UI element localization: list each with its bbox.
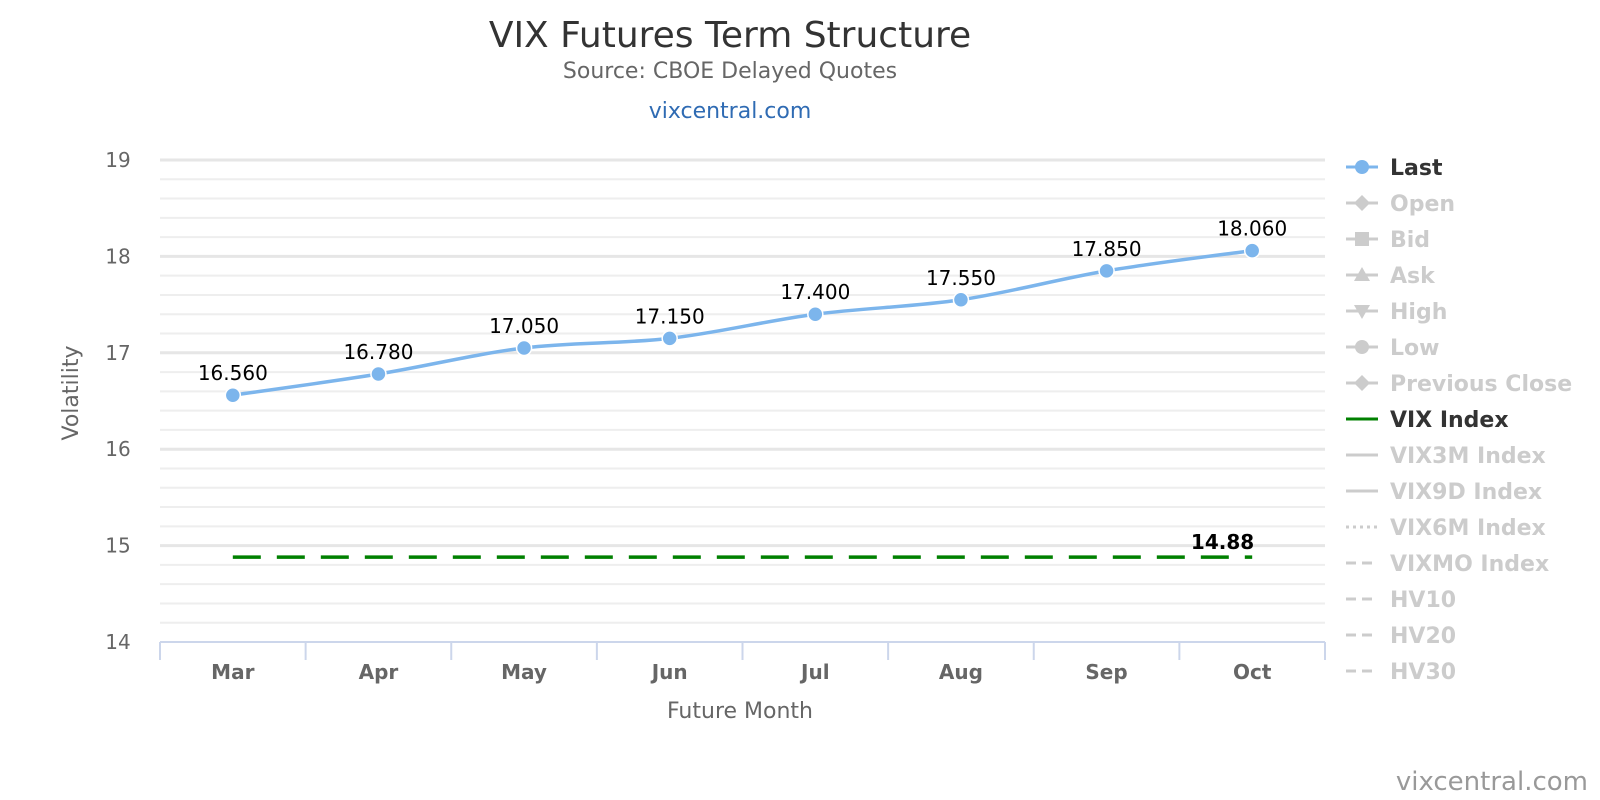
legend-label: HV30 <box>1390 660 1456 685</box>
grid-lines <box>160 158 1325 624</box>
vixcentral-link[interactable]: vixcentral.com <box>649 99 812 124</box>
x-tick-label: Jul <box>799 660 830 684</box>
legend-label: HV20 <box>1390 624 1456 649</box>
legend-label: Open <box>1390 192 1455 217</box>
legend-label: VIX3M Index <box>1390 444 1546 469</box>
last-point[interactable] <box>807 305 824 323</box>
legend-label: VIX9D Index <box>1390 480 1542 505</box>
x-tick-label: Jun <box>650 660 688 684</box>
last-data-label: 16.780 <box>343 340 413 364</box>
legend-diamond-icon <box>1354 375 1370 391</box>
legend-circle-icon <box>1355 160 1369 174</box>
legend-item-bid[interactable]: Bid <box>1346 228 1430 253</box>
legend-label: HV10 <box>1390 588 1456 613</box>
y-tick-label: 19 <box>105 148 130 172</box>
legend-label: VIXMO Index <box>1390 552 1549 577</box>
last-data-label: 17.050 <box>489 314 559 338</box>
legend-item-vix9d-index[interactable]: VIX9D Index <box>1346 480 1542 505</box>
legend-label: Low <box>1390 336 1439 361</box>
last-point[interactable] <box>1098 262 1115 280</box>
legend-label: High <box>1390 300 1447 325</box>
legend-label: Ask <box>1390 264 1436 289</box>
legend-triangle-down-icon <box>1354 305 1370 319</box>
legend-item-low[interactable]: Low <box>1346 336 1439 361</box>
x-axis: Mar Apr May Jun Jul Aug Sep Oct <box>159 641 1326 684</box>
legend-item-hv20[interactable]: HV20 <box>1346 624 1456 649</box>
y-tick-label: 16 <box>105 437 130 461</box>
legend-label: Last <box>1390 156 1443 181</box>
x-tick-label: Mar <box>211 660 254 684</box>
legend-item-hv10[interactable]: HV10 <box>1346 588 1456 613</box>
last-data-label: 16.560 <box>198 361 268 385</box>
legend-square-icon <box>1355 232 1369 246</box>
x-tick-label: Aug <box>939 660 983 684</box>
last-data-label: 17.850 <box>1072 237 1142 261</box>
legend-item-vixmo-index[interactable]: VIXMO Index <box>1346 552 1549 577</box>
last-data-label: 17.400 <box>780 280 850 304</box>
legend-item-vix-index[interactable]: VIX Index <box>1346 408 1509 433</box>
last-series-line <box>232 248 1253 397</box>
legend-item-ask[interactable]: Ask <box>1346 264 1436 289</box>
y-tick-label: 18 <box>105 244 130 268</box>
y-axis-title: Volatility <box>59 345 84 440</box>
legend-circle-icon <box>1355 340 1369 354</box>
x-tick-label: May <box>501 660 547 684</box>
legend-item-open[interactable]: Open <box>1346 192 1455 217</box>
vix-index-end-label: 14.88 <box>1191 530 1254 554</box>
legend: Last Open Bid Ask High Low Previous Close VIX I… <box>1346 156 1572 685</box>
legend-item-hv30[interactable]: HV30 <box>1346 660 1456 685</box>
legend-label: Previous Close <box>1390 372 1572 397</box>
last-point[interactable] <box>224 386 242 404</box>
y-axis-ticks: 14 15 16 17 18 19 <box>105 148 130 654</box>
x-tick-label: Sep <box>1085 660 1127 684</box>
legend-label: VIX6M Index <box>1390 516 1546 541</box>
last-point[interactable] <box>661 330 678 347</box>
legend-item-previous-close[interactable]: Previous Close <box>1346 372 1572 397</box>
y-tick-label: 14 <box>105 630 130 654</box>
legend-label: VIX Index <box>1390 408 1509 433</box>
last-point[interactable] <box>370 365 387 383</box>
last-point[interactable] <box>952 291 970 309</box>
x-tick-label: Apr <box>359 660 399 684</box>
x-axis-title: Future Month <box>667 699 813 724</box>
legend-item-vix3m-index[interactable]: VIX3M Index <box>1346 444 1546 469</box>
legend-diamond-icon <box>1354 195 1370 211</box>
last-data-label: 17.150 <box>635 304 705 328</box>
last-point[interactable] <box>1243 242 1261 259</box>
y-tick-label: 15 <box>105 534 130 558</box>
last-point[interactable] <box>515 339 533 357</box>
credit-text[interactable]: vixcentral.com <box>1396 767 1588 797</box>
chart-subtitle: Source: CBOE Delayed Quotes <box>563 59 897 84</box>
y-tick-label: 17 <box>105 341 130 365</box>
last-data-label: 18.060 <box>1217 217 1287 241</box>
legend-item-high[interactable]: High <box>1346 300 1447 325</box>
last-data-label: 17.550 <box>926 266 996 290</box>
series-group <box>224 242 1261 559</box>
legend-label: Bid <box>1390 228 1430 253</box>
legend-item-vix6m-index[interactable]: VIX6M Index <box>1346 516 1546 541</box>
chart-title: VIX Futures Term Structure <box>489 15 971 56</box>
x-tick-label: Oct <box>1233 660 1272 684</box>
legend-triangle-icon <box>1354 267 1370 281</box>
data-labels: 16.560 16.780 17.050 17.150 17.400 17.550 17.8… <box>198 217 1287 555</box>
legend-item-last[interactable]: Last <box>1346 156 1443 181</box>
